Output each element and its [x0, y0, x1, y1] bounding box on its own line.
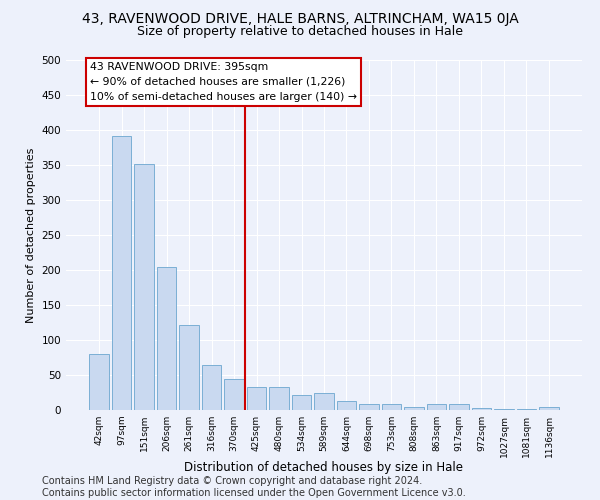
Bar: [179, 324, 199, 410]
Bar: [89, 354, 109, 410]
Text: 43, RAVENWOOD DRIVE, HALE BARNS, ALTRINCHAM, WA15 0JA: 43, RAVENWOOD DRIVE, HALE BARNS, ALTRINC…: [82, 12, 518, 26]
X-axis label: Distribution of detached houses by size in Hale: Distribution of detached houses by size …: [185, 461, 464, 474]
Text: Size of property relative to detached houses in Hale: Size of property relative to detached ho…: [137, 25, 463, 38]
Bar: [472, 408, 491, 410]
Bar: [449, 404, 469, 410]
Bar: [427, 404, 446, 410]
Bar: [202, 365, 221, 410]
Bar: [359, 404, 379, 410]
Bar: [314, 393, 334, 410]
Bar: [539, 407, 559, 410]
Y-axis label: Number of detached properties: Number of detached properties: [26, 148, 36, 322]
Bar: [517, 408, 536, 410]
Bar: [337, 401, 356, 410]
Bar: [404, 406, 424, 410]
Bar: [224, 379, 244, 410]
Bar: [247, 387, 266, 410]
Bar: [112, 136, 131, 410]
Text: 43 RAVENWOOD DRIVE: 395sqm
← 90% of detached houses are smaller (1,226)
10% of s: 43 RAVENWOOD DRIVE: 395sqm ← 90% of deta…: [90, 62, 357, 102]
Bar: [157, 266, 176, 410]
Bar: [269, 387, 289, 410]
Bar: [382, 404, 401, 410]
Bar: [494, 408, 514, 410]
Bar: [134, 164, 154, 410]
Bar: [292, 394, 311, 410]
Text: Contains HM Land Registry data © Crown copyright and database right 2024.
Contai: Contains HM Land Registry data © Crown c…: [42, 476, 466, 498]
